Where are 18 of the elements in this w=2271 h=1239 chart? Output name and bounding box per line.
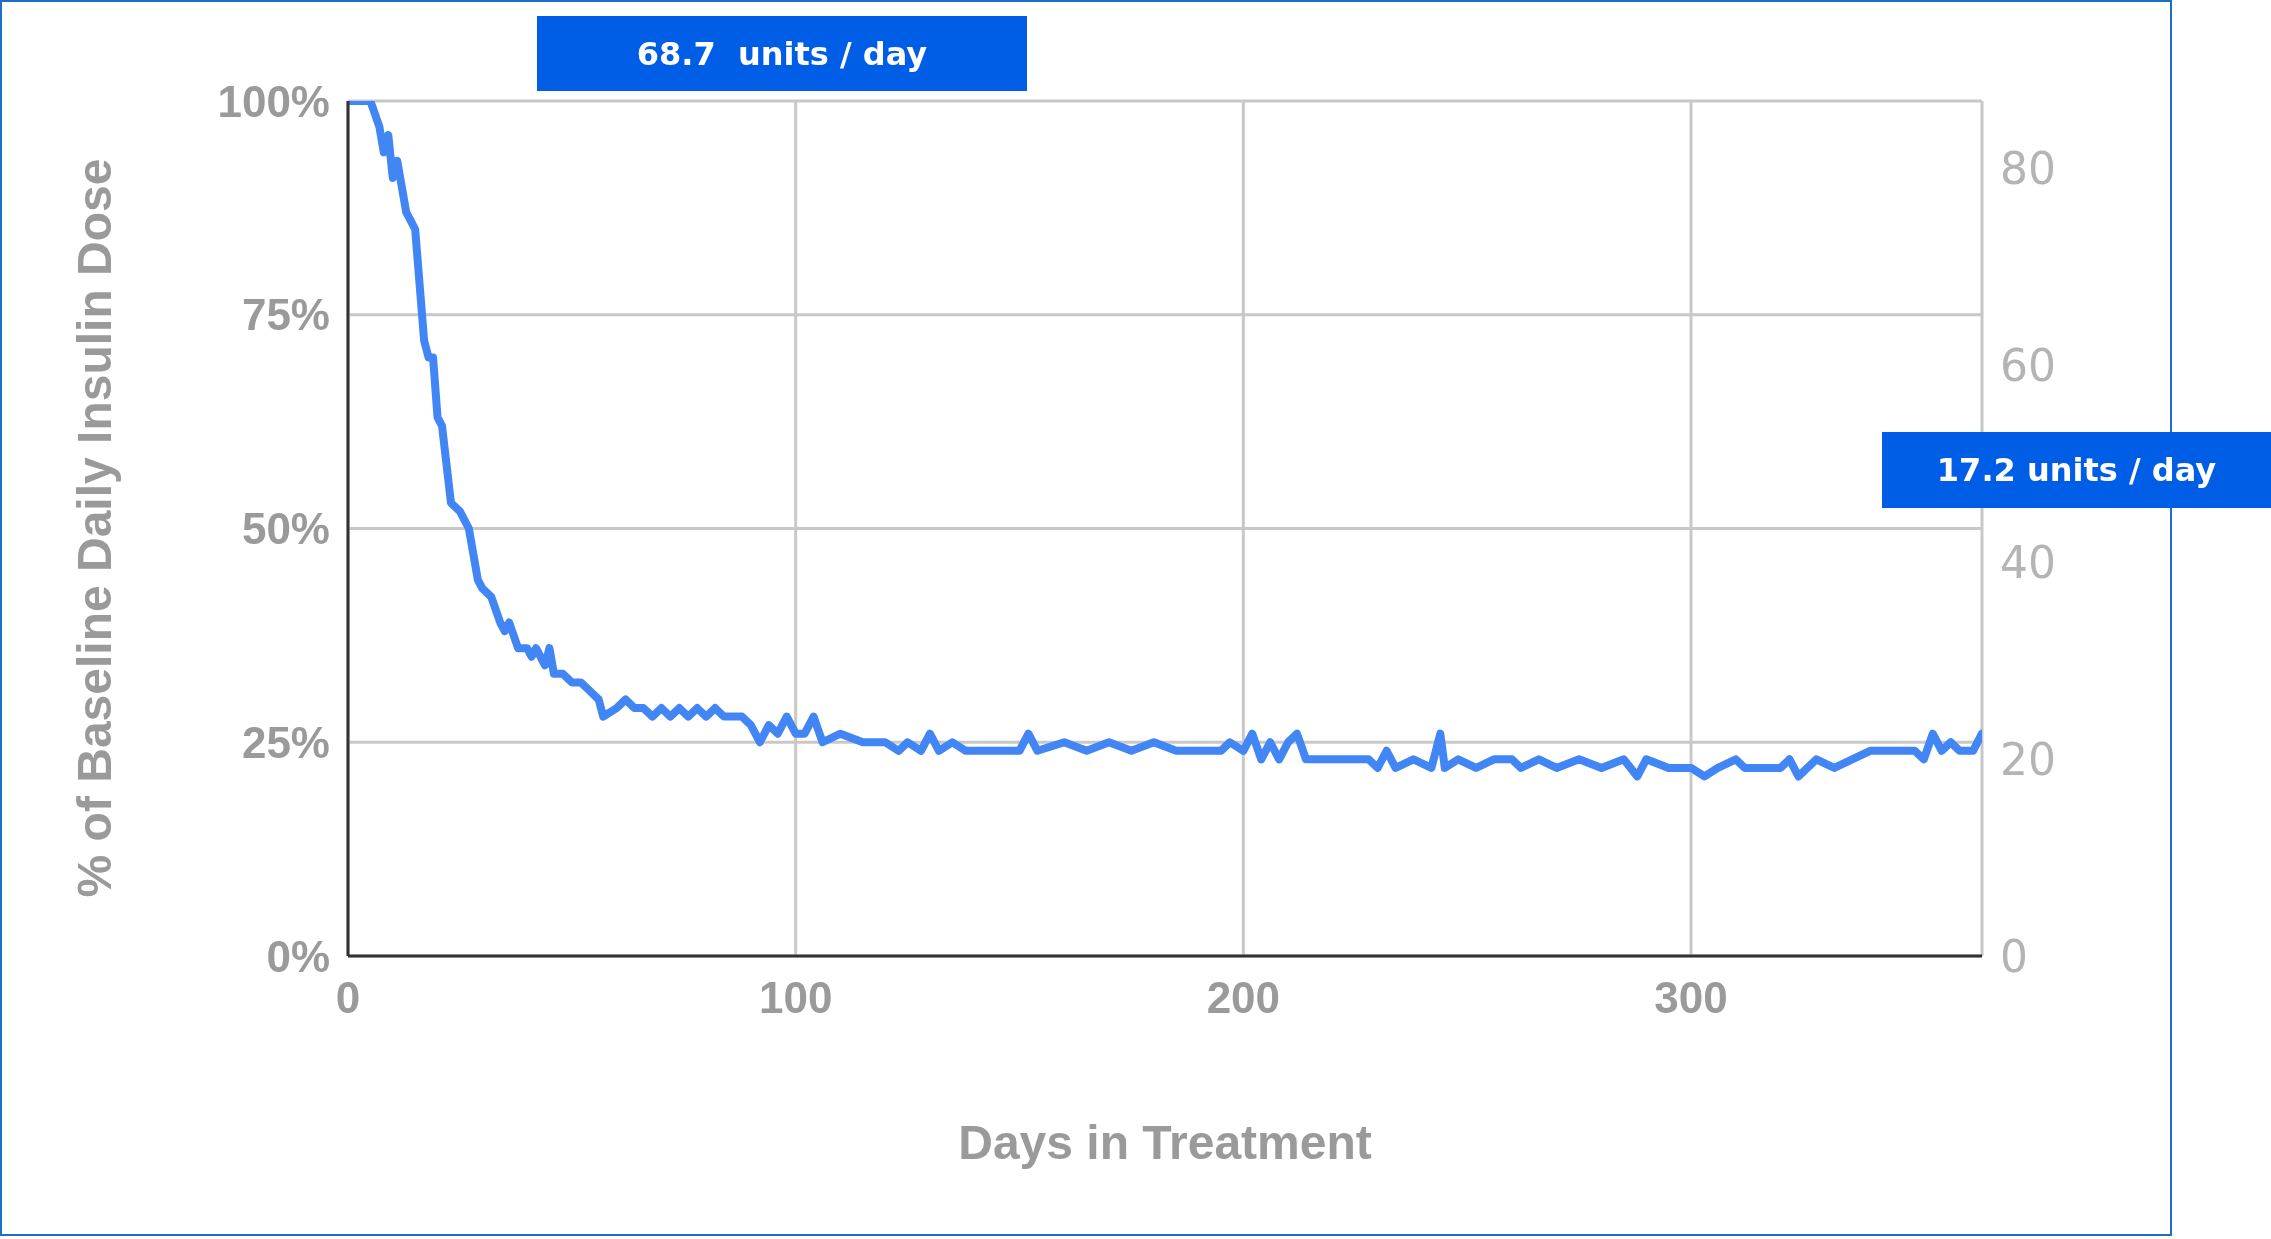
y-tick-label: 75% <box>241 290 330 340</box>
x-tick-label: 200 <box>1206 973 1281 1023</box>
y2-tick-label: 80 <box>2000 142 2056 194</box>
y2-tick-label: 60 <box>2000 339 2056 391</box>
x-tick-label: 300 <box>1654 973 1728 1023</box>
y2-tick-label: 40 <box>2000 536 2056 588</box>
y2-tick-label: 20 <box>2000 733 2056 785</box>
x-tick-label: 100 <box>758 973 833 1023</box>
x-tick-label: 0 <box>335 973 361 1023</box>
text: 68.7 units / day <box>636 34 928 73</box>
y-tick-label: 25% <box>241 717 330 767</box>
y-axis-title: % of Baseline Daily Insulin Dose <box>66 158 122 898</box>
y-tick-label: 50% <box>241 504 330 554</box>
annotation: 17.2 units / day <box>1936 451 2217 489</box>
y2-tick-label: 0 <box>2000 930 2028 982</box>
y-tick-label: 100% <box>217 76 330 126</box>
y-tick-label: 0% <box>266 931 330 981</box>
x-axis-title: Days in Treatment <box>957 1115 1373 1170</box>
